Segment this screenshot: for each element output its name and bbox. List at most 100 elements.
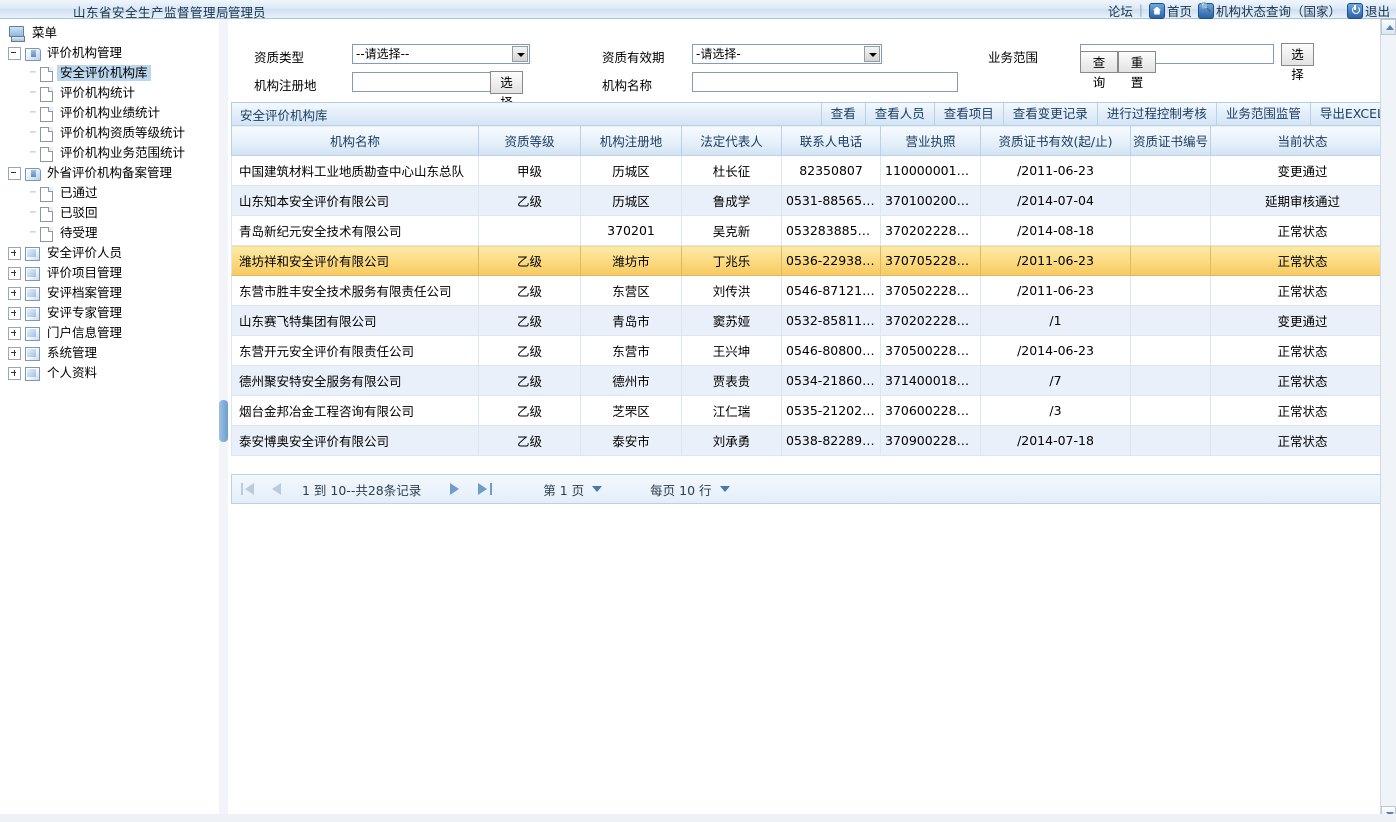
qualification-type-select[interactable]: --请选择--	[352, 44, 530, 64]
sidebar-item-2[interactable]: ─ 评价机构统计	[6, 83, 227, 103]
cell-place: 东营市	[580, 335, 682, 366]
collapse-toggle-icon[interactable]	[8, 166, 21, 180]
sidebar-item-9[interactable]: ─ 待受理	[6, 223, 227, 243]
sidebar-item-4[interactable]: ─ 评价机构资质等级统计	[6, 123, 227, 143]
table-row[interactable]: 青岛新纪元安全技术有限公司 370201 吴克新 053283885602 370202…	[231, 215, 1395, 246]
power-icon	[1346, 2, 1363, 19]
home-icon	[1148, 2, 1165, 19]
column-header-3[interactable]: 法定代表人	[681, 125, 782, 156]
expand-toggle-icon[interactable]	[8, 286, 21, 300]
business-scope-select-button[interactable]: 选择	[1281, 43, 1314, 82]
toolbar-action-2[interactable]: 查看项目	[933, 103, 1003, 125]
org-name-input[interactable]	[692, 72, 958, 92]
forum-link[interactable]: 论坛	[1107, 3, 1133, 19]
table-row[interactable]: 泰安博奥安全评价有限公司 乙级 泰安市 刘承勇 0538-8228954 37090022…	[231, 425, 1395, 456]
register-place-input[interactable]	[352, 72, 491, 92]
expand-toggle-icon[interactable]	[8, 346, 21, 360]
column-header-8[interactable]: 当前状态	[1210, 125, 1395, 156]
sidebar-item-5[interactable]: ─ 评价机构业务范围统计	[6, 143, 227, 163]
cell-phone: 0546-8080069	[781, 335, 881, 366]
menu-root-node[interactable]: 菜单	[6, 23, 227, 43]
tree-line: ─	[30, 88, 36, 98]
column-header-4[interactable]: 联系人电话	[781, 125, 881, 156]
expand-toggle-icon[interactable]	[8, 266, 21, 280]
sidebar-item-11[interactable]: 评价项目管理	[6, 263, 227, 283]
page-number-select[interactable]: 第 1 页	[543, 480, 603, 499]
sidebar-item-12[interactable]: 安评档案管理	[6, 283, 227, 303]
qualification-validity-label: 资质有效期	[602, 50, 665, 65]
table-row[interactable]: 中国建筑材料工业地质勘查中心山东总队 甲级 历城区 杜长征 82350807 110000…	[231, 155, 1395, 186]
menu-root-label: 菜单	[32, 25, 58, 40]
table-row[interactable]: 东营开元安全评价有限责任公司 乙级 东营市 王兴坤 0546-8080069 370500…	[231, 335, 1395, 366]
sidebar-item-0[interactable]: 评价机构管理	[6, 43, 227, 63]
column-header-2[interactable]: 机构注册地	[580, 125, 682, 156]
record-count-text: 1 到 10--共28条记录	[302, 482, 422, 498]
table-row[interactable]: 山东赛飞特集团有限公司 乙级 青岛市 窦苏娅 0532-85811579 37020222…	[231, 305, 1395, 336]
last-page-button[interactable]	[473, 478, 495, 500]
toolbar-action-4[interactable]: 进行过程控制考核	[1096, 103, 1216, 125]
collapse-toggle-icon[interactable]	[8, 46, 21, 60]
scroll-up-button[interactable]	[1381, 19, 1396, 35]
home-link[interactable]: 首页	[1148, 1, 1192, 20]
table-row[interactable]: 烟台金邦冶金工程咨询有限公司 乙级 芝罘区 江仁瑞 0535-2120263 370600…	[231, 395, 1395, 426]
toolbar-action-3[interactable]: 查看变更记录	[1002, 103, 1097, 125]
cell-place: 德州市	[580, 365, 682, 396]
logout-link[interactable]: 退出	[1346, 1, 1390, 20]
chevron-down-icon[interactable]	[512, 46, 528, 62]
sidebar-item-6[interactable]: 外省评价机构备案管理	[6, 163, 227, 183]
register-place-label: 机构注册地	[254, 78, 317, 93]
register-place-select-button[interactable]: 选择	[490, 71, 523, 110]
qualification-type-value: --请选择--	[356, 47, 410, 61]
cell-level	[478, 215, 581, 246]
query-button[interactable]: 查询	[1080, 51, 1118, 90]
cell-phone: 0535-2120263	[781, 395, 881, 426]
prev-page-button[interactable]	[266, 478, 288, 500]
sidebar-item-10[interactable]: 安全评价人员	[6, 243, 227, 263]
toolbar-action-1[interactable]: 查看人员	[864, 103, 934, 125]
sidebar-item-7[interactable]: ─ 已通过	[6, 183, 227, 203]
toolbar-action-5[interactable]: 业务范围监管	[1215, 103, 1310, 125]
rows-per-page-select[interactable]: 每页 10 行	[650, 480, 730, 499]
table-row[interactable]: 潍坊祥和安全评价有限公司 乙级 潍坊市 丁兆乐 0536-2293872 37070522…	[231, 245, 1395, 276]
page-scrollbar-track[interactable]	[1380, 19, 1396, 822]
column-header-7[interactable]: 资质证书编号	[1130, 125, 1211, 156]
expand-toggle-icon[interactable]	[8, 246, 21, 260]
next-page-button[interactable]	[443, 478, 465, 500]
cell-cert_no	[1130, 155, 1211, 186]
expand-toggle-icon[interactable]	[8, 326, 21, 340]
sidebar-item-1[interactable]: ─ 安全评价机构库	[6, 63, 227, 83]
sidebar-item-3[interactable]: ─ 评价机构业绩统计	[6, 103, 227, 123]
table-row[interactable]: 东营市胜丰安全技术服务有限责任公司 乙级 东营区 刘传洪 0546-8712189 370…	[231, 275, 1395, 306]
table-row[interactable]: 德州聚安特安全服务有限公司 乙级 德州市 贾表贵 0534-2186027 3714000…	[231, 365, 1395, 396]
column-header-1[interactable]: 资质等级	[478, 125, 581, 156]
toolbar-action-6[interactable]: 导出EXCEL	[1309, 103, 1393, 125]
column-header-5[interactable]: 营业执照	[880, 125, 981, 156]
toolbar-action-0[interactable]: 查看	[820, 103, 865, 125]
header-links: 论坛 | 首页 机构状态查询（国家） 退出	[1108, 1, 1390, 19]
cell-cert_no	[1130, 215, 1211, 246]
expand-toggle-icon[interactable]	[8, 366, 21, 380]
column-header-6[interactable]: 资质证书有效(起/止)	[980, 125, 1131, 156]
table-row[interactable]: 山东知本安全评价有限公司 乙级 历城区 鲁成学 0531-88565508 3701002…	[231, 185, 1395, 216]
sidebar-item-13[interactable]: 安评专家管理	[6, 303, 227, 323]
sidebar-item-16[interactable]: 个人资料	[6, 363, 227, 383]
qualification-validity-select[interactable]: -请选择-	[692, 44, 882, 64]
sidebar-item-label: 评价机构业务范围统计	[60, 145, 186, 160]
expand-toggle-icon[interactable]	[8, 306, 21, 320]
sidebar-item-15[interactable]: 系统管理	[6, 343, 227, 363]
reset-button[interactable]: 重置	[1118, 51, 1156, 90]
chevron-down-icon[interactable]	[864, 46, 880, 62]
first-page-button[interactable]	[238, 478, 260, 500]
sidebar-item-8[interactable]: ─ 已驳回	[6, 203, 227, 223]
column-header-0[interactable]: 机构名称	[231, 125, 479, 156]
menu-tree-items: 评价机构管理 ─ 安全评价机构库 ─ 评价机构统计 ─ 评价机构业绩统计 ─ 评价机构资质等级统…	[6, 43, 227, 383]
sidebar-item-14[interactable]: 门户信息管理	[6, 323, 227, 343]
doc-icon	[38, 186, 54, 202]
org-name-label: 机构名称	[602, 78, 653, 93]
cell-license: 370100200020344	[880, 185, 981, 216]
cell-level: 乙级	[478, 245, 581, 276]
org-status-query-link[interactable]: 机构状态查询（国家）	[1197, 1, 1341, 20]
current-user-label: 管理员	[228, 5, 266, 20]
cell-cert_no	[1130, 185, 1211, 216]
sidebar-scrollbar-thumb[interactable]	[219, 400, 228, 442]
